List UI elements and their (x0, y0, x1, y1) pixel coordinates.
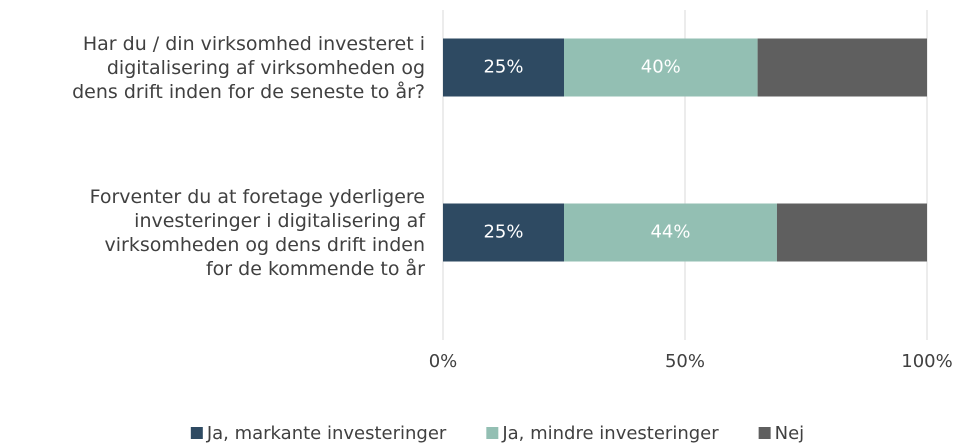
bar-segment (757, 38, 927, 97)
x-tick-label: 100% (901, 351, 952, 372)
category-label: Forventer du at foretage yderligere inve… (89, 185, 425, 280)
x-tick-label: 50% (665, 351, 705, 372)
data-label: 25% (483, 222, 523, 243)
legend-label: Ja, markante investeringer (206, 423, 447, 443)
legend-swatch (486, 427, 499, 439)
legend-swatch (190, 427, 203, 439)
bar-segment (443, 38, 564, 97)
bar-segment (443, 203, 564, 262)
x-tick-label: 0% (429, 351, 458, 372)
bar-segment (564, 38, 758, 97)
data-label: 40% (641, 57, 681, 78)
legend-label: Nej (775, 423, 805, 443)
category-label: Har du / din virksomhed investeret i dig… (72, 32, 425, 103)
bar-segment (776, 203, 927, 262)
legend-swatch (758, 427, 771, 439)
data-label: 44% (650, 222, 690, 243)
bar-segment (564, 203, 777, 262)
data-label: 25% (483, 57, 523, 78)
legend-label: Ja, mindre investeringer (501, 423, 719, 443)
